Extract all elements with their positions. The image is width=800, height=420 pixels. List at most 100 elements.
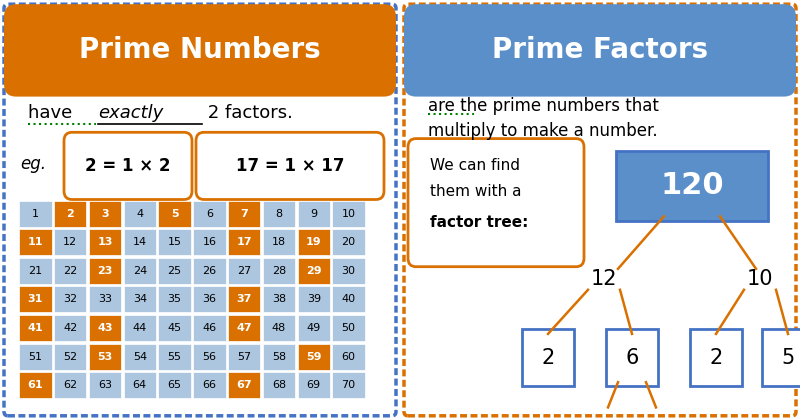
- FancyBboxPatch shape: [298, 315, 330, 341]
- FancyBboxPatch shape: [158, 344, 190, 370]
- FancyBboxPatch shape: [196, 132, 384, 200]
- Text: 15: 15: [167, 237, 182, 247]
- FancyBboxPatch shape: [262, 315, 295, 341]
- FancyBboxPatch shape: [19, 372, 51, 398]
- Text: 45: 45: [167, 323, 182, 333]
- Text: 31: 31: [28, 294, 43, 304]
- Text: 29: 29: [306, 266, 322, 276]
- Text: 41: 41: [27, 323, 43, 333]
- Text: 32: 32: [63, 294, 78, 304]
- FancyBboxPatch shape: [228, 201, 261, 227]
- FancyBboxPatch shape: [408, 139, 584, 267]
- Text: 12: 12: [590, 269, 618, 289]
- Text: 61: 61: [27, 380, 43, 390]
- Text: 37: 37: [237, 294, 252, 304]
- FancyBboxPatch shape: [158, 201, 190, 227]
- Text: 50: 50: [342, 323, 355, 333]
- FancyBboxPatch shape: [89, 201, 121, 227]
- FancyBboxPatch shape: [298, 286, 330, 312]
- Text: 7: 7: [240, 209, 248, 219]
- Text: 59: 59: [306, 352, 322, 362]
- FancyBboxPatch shape: [298, 372, 330, 398]
- Text: 10: 10: [746, 269, 774, 289]
- FancyBboxPatch shape: [193, 258, 226, 284]
- Text: 40: 40: [342, 294, 356, 304]
- Text: 2 = 1 × 2: 2 = 1 × 2: [86, 157, 170, 175]
- Text: 10: 10: [342, 209, 355, 219]
- Text: 17 = 1 × 17: 17 = 1 × 17: [236, 157, 344, 175]
- FancyBboxPatch shape: [54, 286, 86, 312]
- Text: 53: 53: [98, 352, 113, 362]
- FancyBboxPatch shape: [19, 229, 51, 255]
- Text: 38: 38: [272, 294, 286, 304]
- FancyBboxPatch shape: [158, 286, 190, 312]
- FancyBboxPatch shape: [19, 286, 51, 312]
- FancyBboxPatch shape: [123, 315, 156, 341]
- FancyBboxPatch shape: [522, 329, 574, 386]
- Text: We can find: We can find: [430, 158, 520, 173]
- FancyBboxPatch shape: [64, 132, 192, 200]
- FancyBboxPatch shape: [228, 315, 261, 341]
- Text: are the prime numbers that: are the prime numbers that: [428, 97, 659, 115]
- Text: 39: 39: [306, 294, 321, 304]
- Text: 46: 46: [202, 323, 217, 333]
- Text: 60: 60: [342, 352, 355, 362]
- FancyBboxPatch shape: [262, 344, 295, 370]
- FancyBboxPatch shape: [158, 372, 190, 398]
- FancyBboxPatch shape: [298, 201, 330, 227]
- Text: 8: 8: [275, 209, 282, 219]
- Text: 49: 49: [306, 323, 321, 333]
- Text: exactly: exactly: [98, 105, 163, 122]
- FancyBboxPatch shape: [89, 344, 121, 370]
- FancyBboxPatch shape: [193, 229, 226, 255]
- FancyBboxPatch shape: [298, 258, 330, 284]
- Text: 58: 58: [272, 352, 286, 362]
- FancyBboxPatch shape: [193, 286, 226, 312]
- Text: 47: 47: [236, 323, 252, 333]
- Text: have: have: [28, 105, 78, 122]
- FancyBboxPatch shape: [193, 344, 226, 370]
- Text: 21: 21: [28, 266, 42, 276]
- FancyBboxPatch shape: [333, 286, 365, 312]
- FancyBboxPatch shape: [333, 372, 365, 398]
- Text: 5: 5: [170, 209, 178, 219]
- Text: 16: 16: [202, 237, 216, 247]
- FancyBboxPatch shape: [158, 229, 190, 255]
- Text: 120: 120: [660, 171, 724, 200]
- FancyBboxPatch shape: [19, 258, 51, 284]
- Text: 24: 24: [133, 266, 147, 276]
- FancyBboxPatch shape: [89, 372, 121, 398]
- FancyBboxPatch shape: [193, 372, 226, 398]
- FancyBboxPatch shape: [262, 229, 295, 255]
- Text: 65: 65: [167, 380, 182, 390]
- Text: 3: 3: [101, 209, 109, 219]
- FancyBboxPatch shape: [298, 344, 330, 370]
- Text: 6: 6: [626, 348, 638, 368]
- Text: eg.: eg.: [20, 155, 46, 173]
- FancyBboxPatch shape: [4, 4, 396, 97]
- Text: 62: 62: [63, 380, 78, 390]
- Text: 63: 63: [98, 380, 112, 390]
- Text: 54: 54: [133, 352, 147, 362]
- FancyBboxPatch shape: [404, 4, 796, 416]
- Text: 56: 56: [202, 352, 216, 362]
- FancyBboxPatch shape: [616, 151, 768, 220]
- Text: 42: 42: [63, 323, 78, 333]
- Text: 68: 68: [272, 380, 286, 390]
- Text: 20: 20: [342, 237, 356, 247]
- Text: 26: 26: [202, 266, 217, 276]
- FancyBboxPatch shape: [228, 286, 261, 312]
- Text: Prime Numbers: Prime Numbers: [79, 37, 321, 64]
- FancyBboxPatch shape: [298, 229, 330, 255]
- Text: 22: 22: [63, 266, 78, 276]
- FancyBboxPatch shape: [333, 201, 365, 227]
- FancyBboxPatch shape: [158, 258, 190, 284]
- FancyBboxPatch shape: [333, 344, 365, 370]
- FancyBboxPatch shape: [123, 229, 156, 255]
- Text: 13: 13: [98, 237, 113, 247]
- Text: 9: 9: [310, 209, 318, 219]
- FancyBboxPatch shape: [193, 201, 226, 227]
- Text: 43: 43: [98, 323, 113, 333]
- Text: 69: 69: [306, 380, 321, 390]
- Text: 18: 18: [272, 237, 286, 247]
